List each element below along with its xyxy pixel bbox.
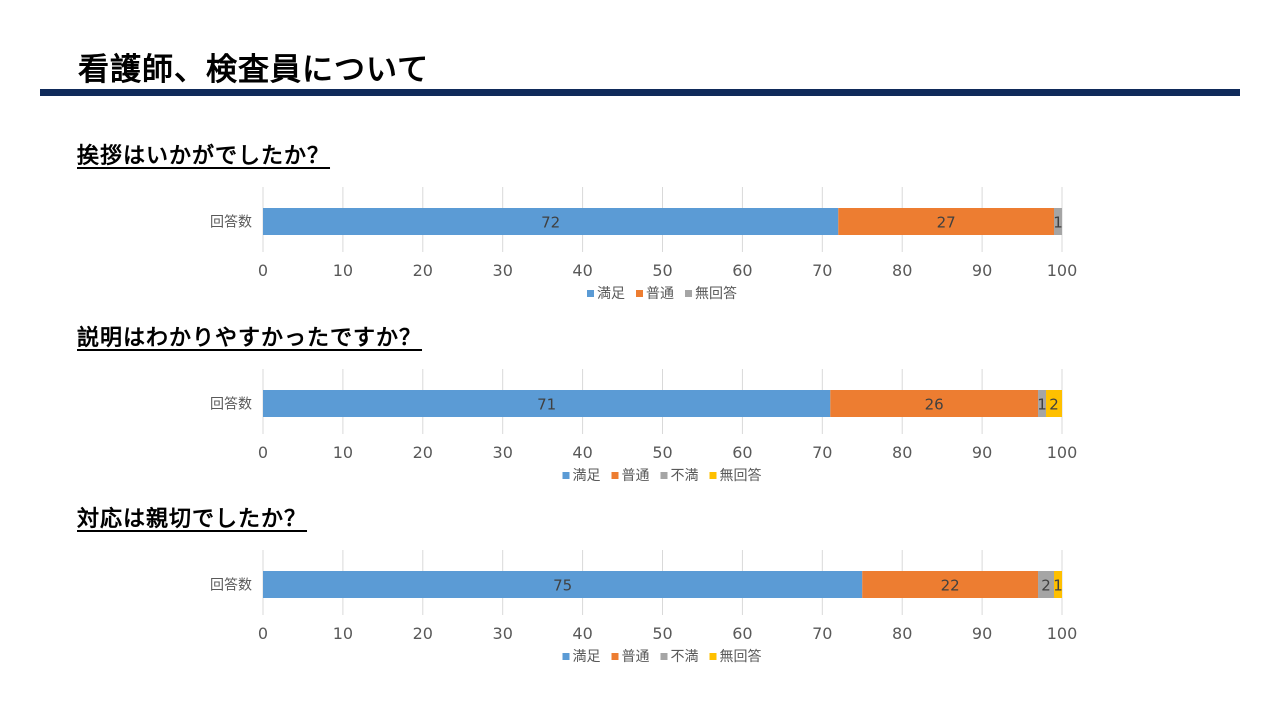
tick-label: 80 [892,261,912,280]
legend-swatch [709,472,717,479]
legend-swatch [636,290,643,297]
page-title: 看護師、検査員について [78,52,430,88]
data-label: 1 [1053,214,1063,232]
bar-segment [263,390,831,417]
data-label: 71 [537,396,556,414]
legend-label: 普通 [622,649,650,665]
bar-segment [838,208,1055,235]
tick-label: 10 [333,624,353,643]
bar-segment [862,571,1039,598]
tick-label: 50 [652,624,672,643]
bar-segment [1054,571,1062,598]
data-label: 22 [941,577,960,595]
legend-swatch [611,472,619,479]
bar-segment [1054,208,1062,235]
question-3-heading: 対応は親切でしたか？ [77,507,308,532]
legend-label: 普通 [646,286,674,302]
tick-label: 30 [493,624,513,643]
tick-label: 70 [812,624,832,643]
tick-label: 80 [892,624,912,643]
legend-swatch [685,290,692,297]
category-label: 回答数 [210,577,252,594]
tick-label: 60 [732,624,752,643]
title-divider [40,89,1240,96]
bar-segment [263,208,839,235]
legend-swatch [709,653,717,660]
tick-label: 80 [892,443,912,462]
tick-label: 30 [493,261,513,280]
tick-label: 70 [812,443,832,462]
legend-label: 満足 [573,649,601,665]
legend-swatch [587,290,594,297]
data-label: 2 [1049,396,1059,414]
legend-swatch [562,472,570,479]
bar-segment [1038,571,1055,598]
bar-segment [263,571,863,598]
data-label: 75 [553,577,572,595]
legend-label: 普通 [622,468,650,484]
tick-label: 50 [652,443,672,462]
legend-swatch [611,653,619,660]
legend-label: 不満 [671,649,699,665]
tick-label: 60 [732,443,752,462]
question-1-heading: 挨拶はいかがでしたか？ [77,144,331,169]
tick-label: 0 [258,443,268,462]
tick-label: 0 [258,624,268,643]
tick-label: 20 [413,261,433,280]
legend-swatch [562,653,570,660]
bar-segment [1046,390,1062,417]
tick-label: 60 [732,261,752,280]
tick-label: 90 [972,443,992,462]
tick-label: 90 [972,624,992,643]
tick-label: 40 [572,261,592,280]
legend-label: 満足 [573,468,601,484]
data-label: 2 [1041,577,1051,595]
tick-label: 20 [413,443,433,462]
legend-swatch [660,653,668,660]
tick-label: 40 [572,443,592,462]
data-label: 26 [925,396,944,414]
data-label: 72 [541,214,560,232]
tick-label: 10 [333,443,353,462]
bar-segment [830,390,1039,417]
tick-label: 50 [652,261,672,280]
tick-label: 100 [1047,443,1078,462]
bar-segment [1038,390,1047,417]
tick-label: 90 [972,261,992,280]
legend-label: 無回答 [695,285,737,302]
tick-label: 0 [258,261,268,280]
tick-label: 30 [493,443,513,462]
data-label: 1 [1053,577,1063,595]
tick-label: 70 [812,261,832,280]
category-label: 回答数 [210,214,252,231]
legend-swatch [660,472,668,479]
tick-label: 40 [572,624,592,643]
category-label: 回答数 [210,396,252,413]
legend-label: 満足 [597,286,625,302]
data-label: 1 [1037,396,1047,414]
data-label: 27 [937,214,956,232]
tick-label: 100 [1047,624,1078,643]
tick-label: 100 [1047,261,1078,280]
legend-label: 不満 [671,468,699,484]
legend-label: 無回答 [720,467,762,484]
tick-label: 20 [413,624,433,643]
legend-label: 無回答 [720,648,762,665]
question-2-heading: 説明はわかりやすかったですか？ [77,326,423,351]
tick-label: 10 [333,261,353,280]
